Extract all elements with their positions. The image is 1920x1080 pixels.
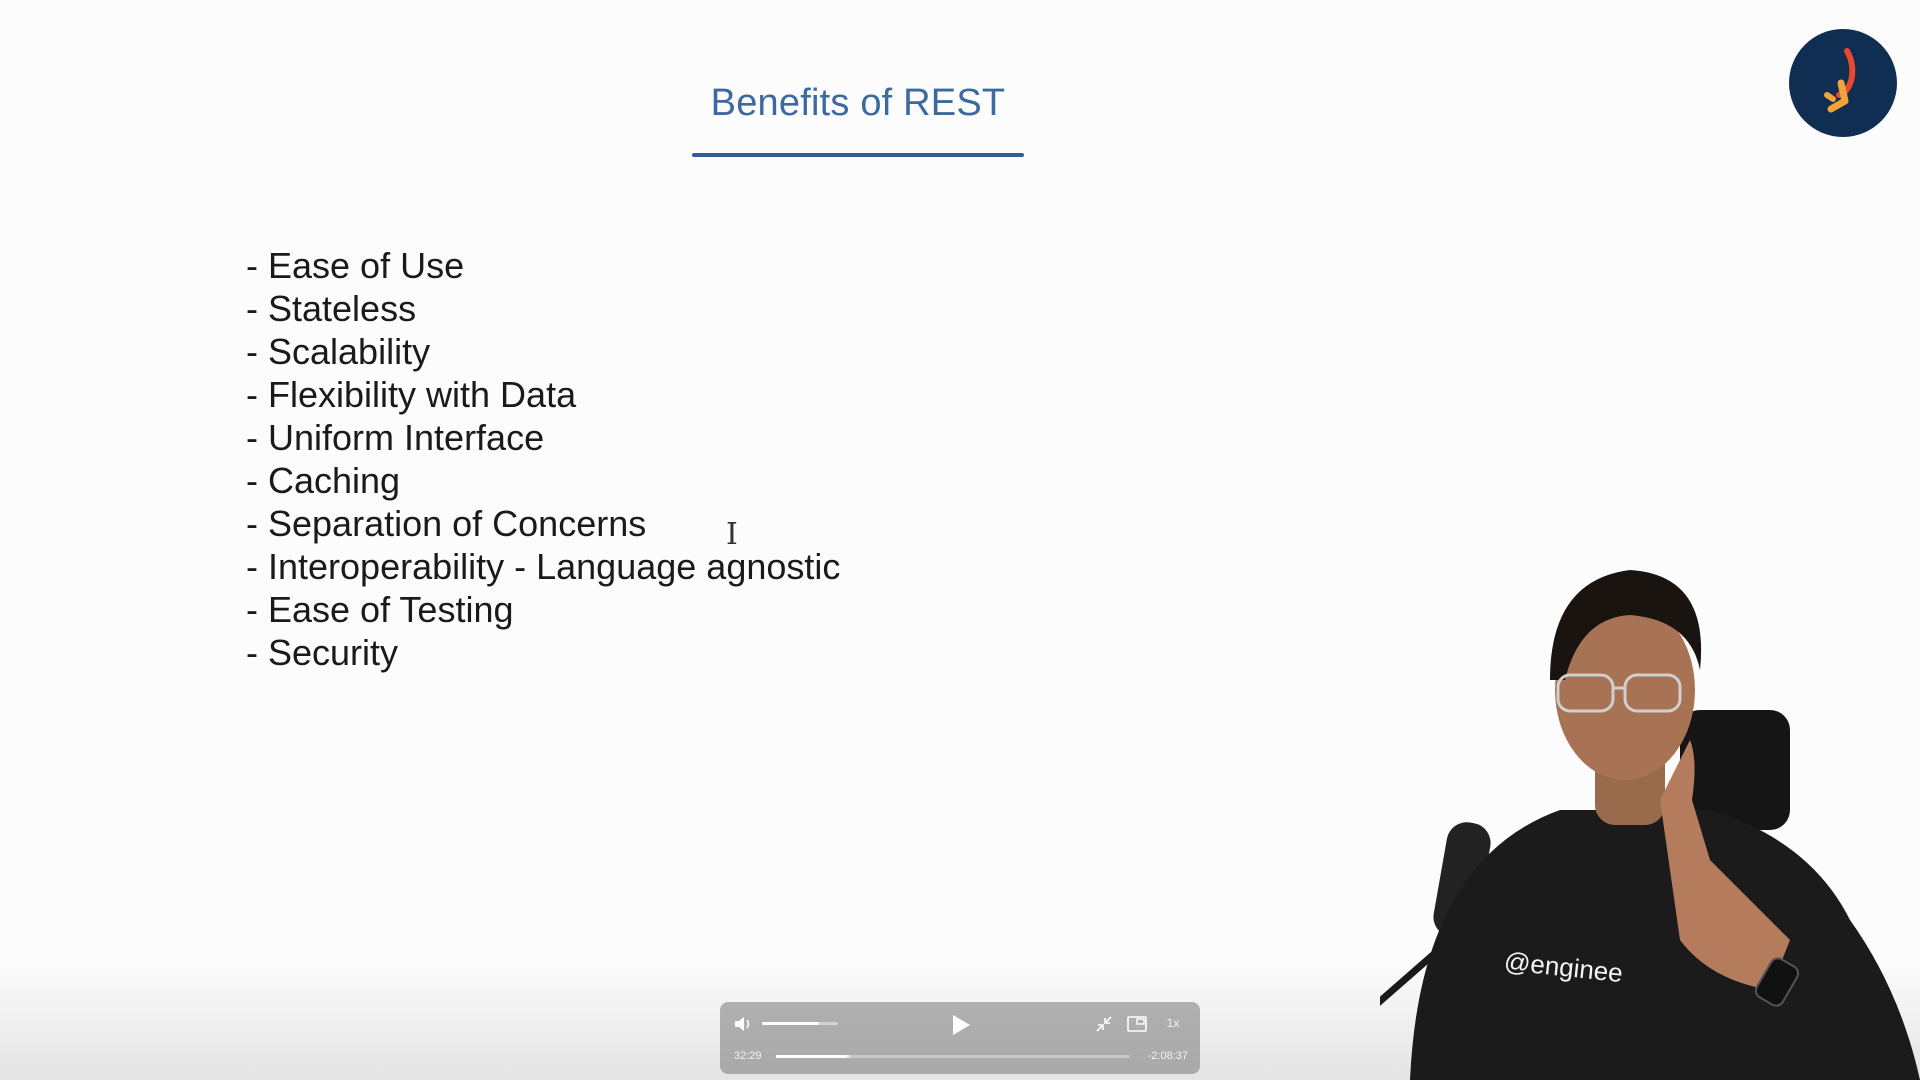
title-underline [692,153,1024,157]
volume-icon[interactable] [732,1014,754,1034]
bullet-dash: - [246,589,258,630]
bullet-text: Security [268,632,399,673]
bullet-text: Caching [268,460,401,501]
presenter-video: @enginee [1128,560,1920,1080]
bullet-text: Stateless [268,288,417,329]
time-elapsed: 32:29 [734,1050,762,1062]
bullet-text: Ease of Use [268,245,465,286]
seek-bar[interactable] [776,1055,1130,1058]
volume-slider[interactable] [762,1022,838,1025]
play-icon[interactable] [948,1012,974,1038]
bullet-text: Scalability [268,331,431,372]
bullet-text: Ease of Testing [268,589,514,630]
list-item: - Ease of Use [246,244,840,287]
seek-bar-played [776,1055,847,1058]
list-item: - Flexibility with Data [246,373,840,416]
list-item: - Security [246,631,840,674]
bullet-dash: - [246,632,258,673]
time-remaining: -2:08:37 [1147,1050,1188,1062]
list-item: - Scalability [246,330,840,373]
video-controls: 1x 32:29 -2:08:37 [720,1002,1200,1074]
exit-fullscreen-icon[interactable] [1094,1014,1114,1034]
picture-in-picture-icon[interactable] [1126,1014,1148,1034]
list-item: - Caching [246,459,840,502]
list-item: - Interoperability - Language agnostic [246,545,840,588]
bullet-text: Separation of Concerns [268,503,647,544]
bullet-dash: - [246,417,258,458]
bullet-dash: - [246,546,258,587]
bullet-dash: - [246,374,258,415]
bullet-dash: - [246,245,258,286]
bullet-text: Flexibility with Data [268,374,577,415]
list-item: - Separation of Concerns [246,502,840,545]
bullet-dash: - [246,331,258,372]
bullet-dash: - [246,503,258,544]
list-item: - Uniform Interface [246,416,840,459]
playback-speed-button[interactable]: 1x [1166,1016,1180,1030]
text-cursor-icon: I [726,517,738,552]
channel-logo-icon [1789,29,1897,137]
bullet-dash: - [246,288,258,329]
benefits-list: - Ease of Use - Stateless - Scalability - Fl… [246,244,840,674]
volume-slider-fill [762,1022,819,1025]
bullet-text: Interoperability - Language agnostic [268,546,841,587]
list-item: - Ease of Testing [246,588,840,631]
bullet-text: Uniform Interface [268,417,545,458]
bullet-dash: - [246,460,258,501]
list-item: - Stateless [246,287,840,330]
slide-title: Benefits of REST [710,82,1006,124]
